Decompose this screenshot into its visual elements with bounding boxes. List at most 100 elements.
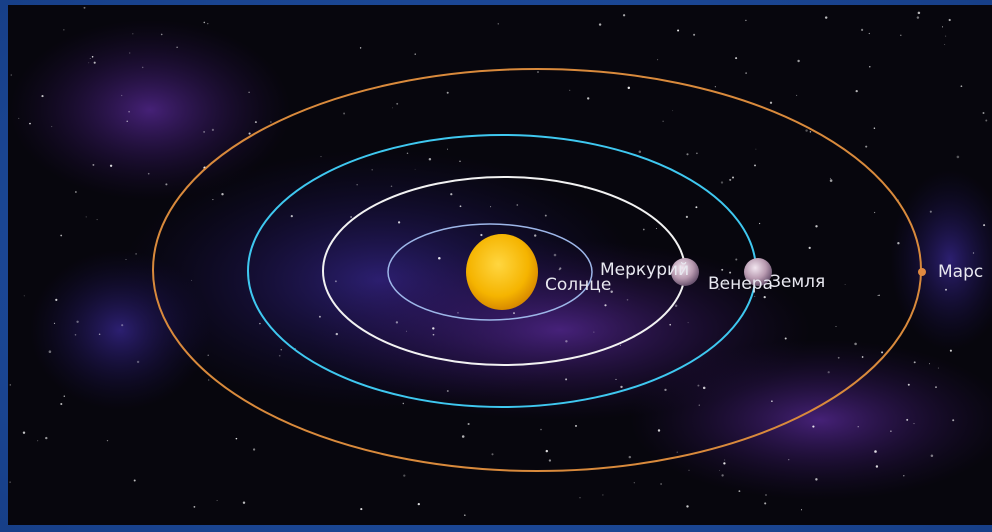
star: [243, 501, 245, 503]
star: [765, 494, 767, 496]
solar-system-diagram: Солнце Меркурий Венера Земля Марс: [0, 0, 992, 532]
star: [391, 185, 393, 187]
star: [203, 131, 205, 133]
star: [10, 384, 12, 386]
star: [858, 426, 859, 427]
star: [830, 179, 833, 182]
earth-label: Земля: [770, 272, 825, 292]
star: [11, 74, 13, 76]
star: [788, 459, 789, 460]
star: [129, 53, 130, 54]
star: [669, 324, 671, 326]
star: [208, 379, 209, 380]
star: [565, 340, 567, 342]
star: [938, 368, 939, 369]
star: [37, 440, 38, 441]
star: [24, 296, 25, 297]
star: [903, 475, 904, 476]
star: [810, 131, 811, 132]
star: [459, 161, 460, 162]
star: [693, 34, 695, 36]
star: [628, 87, 630, 89]
star: [657, 59, 658, 60]
star: [559, 267, 561, 269]
star: [805, 129, 807, 131]
star: [203, 22, 205, 24]
star: [438, 257, 441, 260]
star: [161, 34, 163, 36]
star: [935, 386, 937, 388]
star: [23, 431, 25, 433]
star: [656, 228, 657, 229]
mars-label: Марс: [938, 262, 983, 282]
star: [534, 234, 536, 236]
star: [699, 405, 700, 406]
star: [675, 305, 678, 308]
star: [76, 321, 78, 323]
star: [148, 173, 150, 175]
star: [759, 223, 760, 224]
star: [350, 216, 352, 218]
star: [764, 502, 766, 504]
star: [812, 426, 814, 428]
star: [754, 296, 755, 297]
star: [593, 332, 594, 333]
star: [462, 435, 465, 438]
star: [281, 349, 282, 350]
star: [825, 16, 827, 18]
star: [92, 56, 94, 58]
star: [371, 169, 373, 171]
star: [457, 312, 458, 313]
star: [321, 156, 322, 157]
star: [797, 60, 799, 62]
star: [75, 191, 77, 193]
star: [729, 179, 731, 181]
star: [836, 326, 837, 327]
star: [745, 20, 746, 21]
star: [208, 355, 209, 356]
star: [248, 92, 249, 93]
star: [785, 337, 787, 339]
star: [695, 206, 697, 208]
star: [917, 16, 919, 18]
star: [406, 331, 407, 332]
star: [900, 35, 901, 36]
star: [770, 102, 772, 104]
star: [881, 351, 883, 353]
star: [944, 44, 945, 45]
star: [874, 450, 877, 453]
star: [217, 500, 218, 501]
star: [869, 33, 870, 34]
star: [165, 183, 167, 185]
star: [634, 482, 635, 483]
star: [950, 350, 952, 352]
star: [957, 156, 960, 159]
star: [721, 181, 723, 183]
star: [51, 126, 52, 127]
star: [643, 229, 645, 231]
star: [191, 280, 192, 281]
star: [913, 423, 914, 424]
star: [480, 234, 482, 236]
star: [84, 7, 86, 9]
star: [176, 47, 177, 48]
star: [54, 323, 55, 324]
star: [908, 384, 910, 386]
star: [715, 86, 716, 87]
star: [861, 29, 863, 31]
star: [94, 62, 96, 64]
star: [396, 321, 398, 323]
star: [878, 295, 879, 296]
star: [490, 206, 491, 207]
star: [604, 304, 606, 306]
star: [134, 479, 136, 481]
star: [660, 483, 662, 485]
star: [236, 438, 238, 440]
star: [599, 23, 601, 25]
star: [629, 456, 631, 458]
star: [983, 112, 985, 114]
star: [677, 29, 679, 31]
star: [755, 149, 756, 150]
star: [415, 53, 416, 54]
star: [942, 26, 943, 27]
